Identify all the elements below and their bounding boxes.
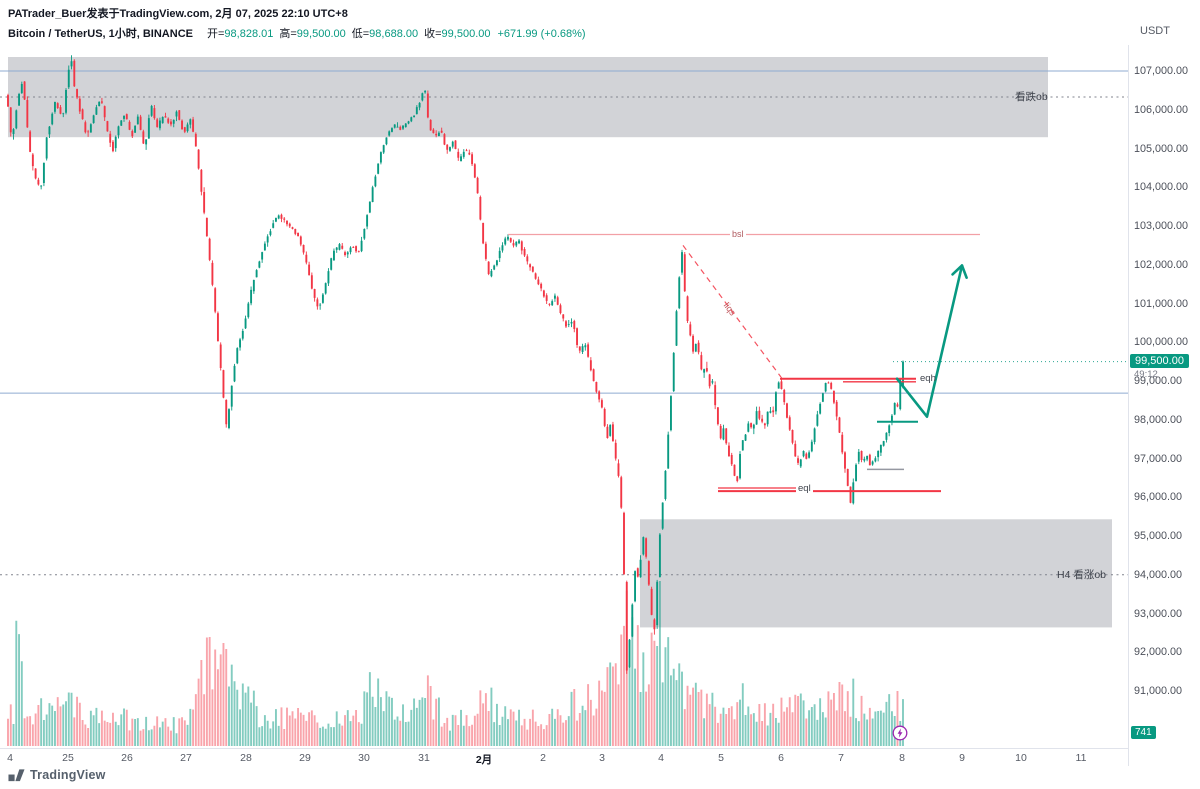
price-axis-label: 99,000.00 — [1134, 375, 1183, 387]
time-axis-label: 27 — [180, 752, 192, 764]
projection-arrow-head — [951, 264, 968, 280]
projection-arrow[interactable] — [895, 264, 964, 419]
ohlc-low-value: 98,688.00 — [369, 28, 419, 40]
time-axis-label: 26 — [121, 752, 133, 764]
price-axis-label: 94,000.00 — [1134, 569, 1183, 581]
price-axis-label: 97,000.00 — [1134, 453, 1183, 465]
axis-separator-vertical — [1128, 45, 1129, 766]
ohlc-low-label: 低= — [351, 28, 370, 40]
price-axis-label: 91,000.00 — [1134, 685, 1183, 697]
price-axis-label: 95,000.00 — [1134, 530, 1183, 542]
ohlc-close-value: 99,500.00 — [441, 28, 491, 40]
time-axis-label: 9 — [959, 752, 965, 764]
ohlc-open-value: 98,828.01 — [224, 28, 274, 40]
price-axis-label: 107,000.00 — [1134, 65, 1189, 77]
current-price-badge: 99,500.00 — [1130, 354, 1189, 368]
time-axis-label: 3 — [599, 752, 605, 764]
candlestick-chart — [0, 55, 1128, 746]
time-axis-label: 5 — [718, 752, 724, 764]
price-axis-label: 100,000.00 — [1134, 336, 1189, 348]
time-axis-label: 6 — [778, 752, 784, 764]
bar-countdown: 49:12 — [1134, 369, 1158, 380]
ohlc-high-value: 99,500.00 — [296, 28, 346, 40]
time-axis-label: 4 — [658, 752, 664, 764]
axis-separator-horizontal — [0, 748, 1128, 749]
time-axis-label: 10 — [1015, 752, 1027, 764]
price-axis-label: 102,000.00 — [1134, 259, 1189, 271]
descending-trendline[interactable] — [682, 245, 782, 378]
bearish-orderblock-label[interactable]: 看跌ob — [1015, 91, 1048, 103]
symbol-info-row: Bitcoin / TetherUS, 1小时, BINANCE 开=98,828… — [8, 25, 586, 41]
time-axis-label: 4 — [7, 752, 13, 764]
tradingview-logo-icon — [8, 769, 25, 782]
price-axis-label: 93,000.00 — [1134, 608, 1183, 620]
bullish-ob-zone[interactable] — [640, 519, 1112, 628]
volume-bars-up — [12, 581, 904, 746]
time-axis-label: 29 — [299, 752, 311, 764]
time-axis-label: 11 — [1075, 752, 1087, 764]
time-axis-label: 31 — [418, 752, 430, 764]
bsl-line-label[interactable]: bsl — [730, 229, 746, 239]
time-axis-label: 2 — [540, 752, 546, 764]
time-axis-label: 8 — [899, 752, 905, 764]
price-change: +671.99 (+0.68%) — [497, 28, 586, 40]
ohlc-high-label: 高= — [279, 28, 297, 40]
ohlc-close-label: 收= — [424, 28, 442, 40]
published-byline: PATrader_Buer发表于TradingView.com, 2月 07, … — [8, 8, 348, 20]
price-axis-label: 101,000.00 — [1134, 298, 1189, 310]
lightning-marker-icon[interactable] — [892, 725, 908, 741]
time-axis-label: 30 — [358, 752, 370, 764]
price-axis-label: 105,000.00 — [1134, 143, 1189, 155]
eqh-line-label[interactable]: eqh — [920, 373, 936, 384]
price-axis-label: 92,000.00 — [1134, 646, 1183, 658]
price-axis-label: 98,000.00 — [1134, 414, 1183, 426]
price-axis-label: 104,000.00 — [1134, 181, 1189, 193]
bullish-orderblock-label[interactable]: H4 看涨ob — [1057, 569, 1107, 581]
tradingview-brand-text: TradingView — [30, 768, 106, 782]
time-axis-label: 25 — [62, 752, 74, 764]
eql-line-label[interactable]: eql — [796, 483, 813, 494]
time-axis-label: 28 — [240, 752, 252, 764]
chart-canvas[interactable] — [0, 45, 1128, 748]
ohlc-open-label: 开= — [206, 28, 225, 40]
price-axis[interactable]: 99,500.00 49:12 107,000.00 106,000.00 105,… — [1128, 0, 1200, 789]
time-axis-label: 2月 — [475, 754, 493, 766]
price-axis-label: 96,000.00 — [1134, 491, 1183, 503]
tradingview-attribution[interactable]: TradingView — [8, 768, 106, 782]
volume-value-badge: 741 — [1131, 726, 1156, 739]
time-axis-label: 7 — [838, 752, 844, 764]
price-axis-label: 106,000.00 — [1134, 104, 1189, 116]
quote-currency-label: USDT — [1140, 25, 1170, 37]
price-axis-label: 103,000.00 — [1134, 220, 1189, 232]
symbol-title: Bitcoin / TetherUS, 1小时, BINANCE — [8, 28, 193, 40]
